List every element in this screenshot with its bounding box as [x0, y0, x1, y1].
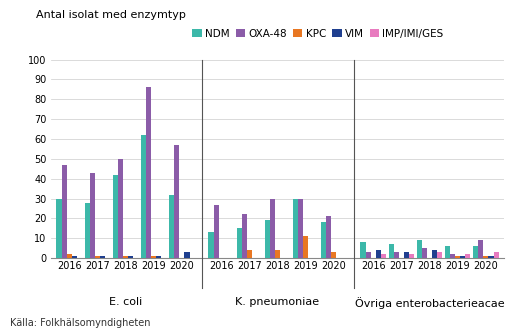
Bar — [118, 159, 123, 258]
Bar — [72, 256, 77, 258]
Bar — [445, 246, 450, 258]
Bar — [265, 220, 270, 258]
Bar — [90, 173, 95, 258]
Bar — [236, 228, 242, 258]
Bar — [365, 252, 371, 258]
Bar — [113, 175, 118, 258]
Bar — [332, 252, 337, 258]
Bar — [247, 250, 252, 258]
Bar — [409, 254, 414, 258]
Bar — [85, 203, 90, 258]
Bar — [146, 87, 151, 258]
Bar — [326, 216, 332, 258]
Bar — [483, 256, 488, 258]
Text: Källa: Folkhälsomyndigheten: Källa: Folkhälsomyndigheten — [10, 318, 151, 328]
Bar — [169, 195, 174, 258]
Bar — [381, 254, 386, 258]
Bar — [389, 244, 394, 258]
Bar — [465, 254, 470, 258]
Text: E. coli: E. coli — [109, 297, 142, 307]
Bar — [95, 256, 100, 258]
Bar — [141, 135, 146, 258]
Bar — [100, 256, 105, 258]
Bar — [493, 252, 499, 258]
Bar — [432, 250, 437, 258]
Text: Antal isolat med enzymtyp: Antal isolat med enzymtyp — [36, 10, 186, 20]
Bar — [214, 205, 218, 258]
Text: K. pneumoniae: K. pneumoniae — [235, 297, 320, 307]
Bar — [321, 222, 326, 258]
Bar — [67, 254, 72, 258]
Bar — [174, 145, 179, 258]
Bar — [270, 199, 275, 258]
Bar — [455, 256, 461, 258]
Bar — [473, 246, 479, 258]
Bar — [417, 240, 422, 258]
Bar — [185, 252, 190, 258]
Bar — [303, 236, 308, 258]
Bar — [461, 256, 465, 258]
Bar — [62, 165, 67, 258]
Bar — [450, 254, 455, 258]
Bar — [57, 199, 62, 258]
Text: Övriga enterobacterieacae: Övriga enterobacterieacae — [355, 297, 504, 309]
Bar — [209, 232, 214, 258]
Bar — [242, 214, 247, 258]
Bar — [151, 256, 156, 258]
Bar — [123, 256, 128, 258]
Bar — [404, 252, 409, 258]
Bar — [298, 199, 303, 258]
Bar — [488, 256, 493, 258]
Bar — [437, 252, 442, 258]
Bar — [156, 256, 161, 258]
Legend: NDM, OXA-48, KPC, VIM, IMP/IMI/GES: NDM, OXA-48, KPC, VIM, IMP/IMI/GES — [192, 29, 444, 39]
Bar — [394, 252, 399, 258]
Bar — [293, 199, 298, 258]
Bar — [128, 256, 133, 258]
Bar — [422, 248, 427, 258]
Bar — [360, 242, 365, 258]
Bar — [376, 250, 381, 258]
Bar — [479, 240, 483, 258]
Bar — [275, 250, 280, 258]
